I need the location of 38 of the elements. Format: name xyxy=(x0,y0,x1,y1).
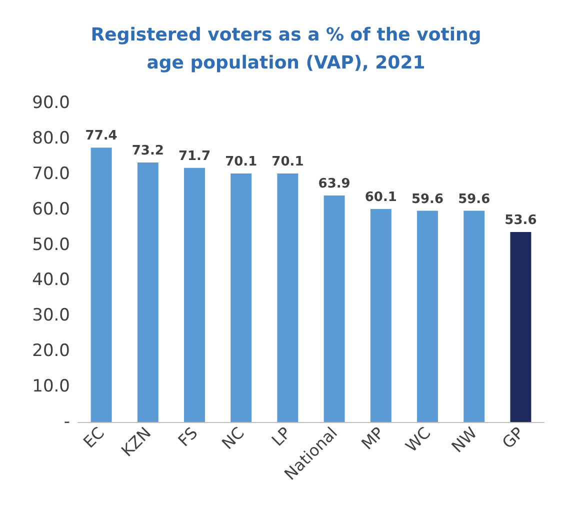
data-label: 77.4 xyxy=(85,128,118,144)
y-tick-label: 20.0 xyxy=(32,341,70,362)
y-tick-label: 50.0 xyxy=(32,234,70,255)
x-tick-label: WC xyxy=(402,423,434,456)
x-tick-label: MP xyxy=(358,423,388,454)
bar xyxy=(510,232,532,422)
data-label: 70.1 xyxy=(225,154,258,170)
data-label: 59.6 xyxy=(411,192,444,207)
x-tick-label: NW xyxy=(448,423,481,456)
x-tick-label: GP xyxy=(498,423,528,452)
data-label: 53.6 xyxy=(504,213,537,228)
bar xyxy=(277,174,298,422)
y-tick-label: 70.0 xyxy=(32,164,70,184)
y-tick-label: 90.0 xyxy=(32,93,70,113)
data-label: 70.1 xyxy=(272,154,304,170)
data-label: 63.9 xyxy=(318,176,350,192)
data-label: 71.7 xyxy=(178,148,211,164)
y-tick-label: - xyxy=(64,412,70,432)
bar xyxy=(137,162,158,422)
bar xyxy=(230,174,252,422)
y-tick-label: 40.0 xyxy=(32,270,70,290)
data-label: 59.6 xyxy=(458,192,490,207)
x-tick-label: FS xyxy=(174,423,202,450)
chart-title: Registered voters as a % of the voting age population (VAP), 2021 xyxy=(90,24,482,74)
x-tick-label: EC xyxy=(80,423,108,452)
y-tick-label: 60.0 xyxy=(32,199,70,220)
bar xyxy=(184,168,205,422)
data-label: 73.2 xyxy=(132,144,164,159)
y-tick-label: 80.0 xyxy=(32,128,70,148)
data-label: 60.1 xyxy=(364,190,397,205)
bar xyxy=(370,208,392,422)
bar xyxy=(464,210,485,422)
x-tick-label: NC xyxy=(218,423,248,454)
bar xyxy=(90,148,112,422)
y-tick-label: 10.0 xyxy=(32,376,70,397)
bar xyxy=(417,210,438,422)
y-tick-label: 30.0 xyxy=(32,306,70,326)
bar xyxy=(324,196,345,422)
